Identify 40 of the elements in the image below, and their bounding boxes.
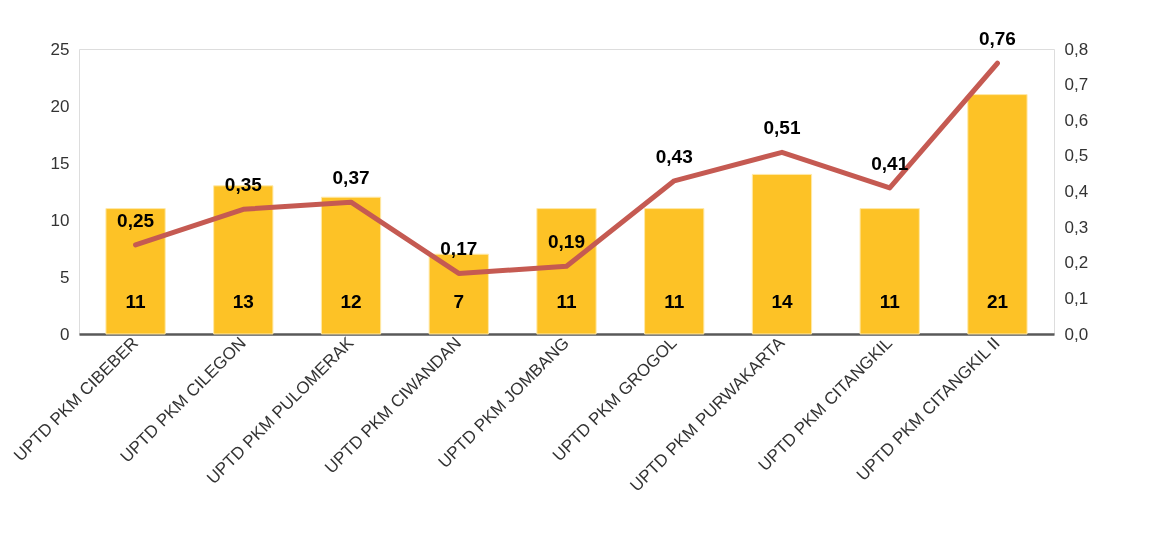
data-label: 11 bbox=[879, 291, 901, 312]
data-label: 0,19 bbox=[548, 231, 585, 253]
data-label: 14 bbox=[771, 291, 793, 312]
data-label: 21 bbox=[986, 291, 1009, 312]
y2-tick-label: 0,8 bbox=[1064, 39, 1089, 59]
data-label: 0,37 bbox=[332, 167, 370, 189]
y2-tick-label: 0,1 bbox=[1064, 288, 1089, 308]
data-label: 0,41 bbox=[871, 152, 909, 174]
data-label: 0,43 bbox=[655, 145, 693, 167]
y2-tick-label: 0,0 bbox=[1064, 324, 1089, 344]
data-label: 0,35 bbox=[224, 174, 263, 196]
y-tick-label: 0 bbox=[60, 324, 70, 344]
bar bbox=[536, 208, 597, 335]
data-label: 11 bbox=[125, 291, 147, 312]
y-tick-label: 15 bbox=[50, 153, 70, 173]
bar bbox=[105, 208, 166, 335]
data-label: 11 bbox=[664, 291, 685, 312]
data-label: 13 bbox=[232, 291, 254, 312]
bar bbox=[644, 208, 705, 335]
y-tick-label: 10 bbox=[50, 210, 70, 230]
bar bbox=[859, 208, 920, 335]
data-label: 0,25 bbox=[117, 209, 155, 231]
y-tick-label: 20 bbox=[50, 96, 70, 116]
data-label: 7 bbox=[453, 291, 465, 312]
data-label: 0,76 bbox=[978, 28, 1016, 50]
data-label: 12 bbox=[340, 291, 362, 312]
y2-tick-label: 0,3 bbox=[1064, 217, 1089, 237]
bar bbox=[751, 173, 813, 335]
data-label: 0,51 bbox=[763, 117, 801, 139]
bar bbox=[967, 94, 1028, 335]
y-tick-label: 25 bbox=[50, 39, 70, 59]
y2-tick-label: 0,6 bbox=[1064, 110, 1089, 130]
bar bbox=[320, 196, 382, 335]
y-tick-label: 5 bbox=[60, 267, 70, 287]
data-label: 0,17 bbox=[440, 238, 478, 260]
data-label: 11 bbox=[556, 291, 577, 312]
y2-tick-label: 0,2 bbox=[1064, 253, 1089, 273]
y2-tick-label: 0,5 bbox=[1064, 146, 1089, 166]
y2-tick-label: 0,7 bbox=[1064, 75, 1089, 95]
y2-tick-label: 0,4 bbox=[1064, 182, 1089, 201]
